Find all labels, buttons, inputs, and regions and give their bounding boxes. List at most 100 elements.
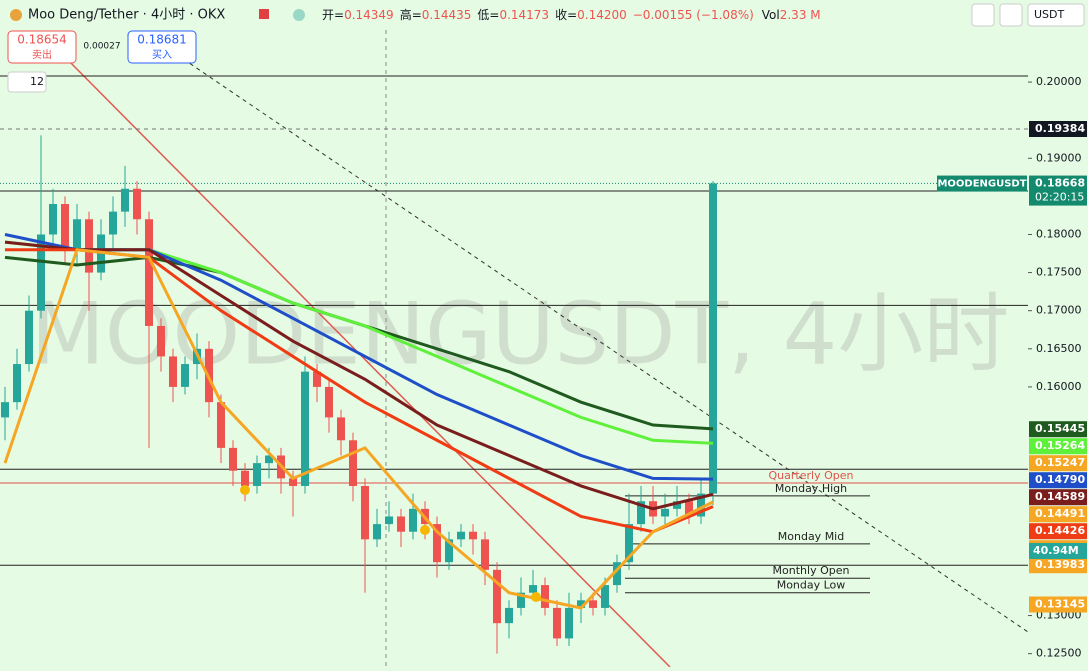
flag[interactable] bbox=[259, 9, 269, 19]
y-tick-label: 0.16000 bbox=[1036, 380, 1082, 393]
symbol-tag: MOODENGUSDT bbox=[937, 179, 1026, 190]
candle-body bbox=[217, 402, 225, 448]
candle-body bbox=[37, 234, 45, 311]
y-tick-label: 0.17500 bbox=[1036, 266, 1082, 279]
candle-body bbox=[61, 203, 69, 250]
label: 收= bbox=[555, 8, 577, 22]
level-label: Monday High bbox=[775, 482, 847, 495]
candle-body bbox=[433, 524, 441, 563]
candle-body bbox=[385, 516, 393, 525]
price-label: 0.14790 bbox=[1035, 473, 1085, 486]
candle-body bbox=[157, 325, 165, 357]
buy-button[interactable] bbox=[127, 30, 197, 64]
moving-average bbox=[3, 248, 714, 610]
candle-body bbox=[121, 188, 129, 212]
candle-body bbox=[673, 501, 681, 509]
price-label-box bbox=[1029, 438, 1087, 455]
price-label-box bbox=[1029, 489, 1087, 506]
currency-select[interactable] bbox=[1027, 3, 1085, 27]
candle-body bbox=[505, 607, 513, 624]
status bbox=[293, 9, 305, 21]
y-tick-label: 0.12500 bbox=[1036, 647, 1082, 660]
y-tick-label: 0.18000 bbox=[1036, 227, 1082, 240]
marker bbox=[420, 525, 430, 535]
candle-body bbox=[637, 501, 645, 525]
price-label-box bbox=[1029, 472, 1087, 489]
level-label: Monday Low bbox=[777, 579, 846, 592]
volume-label-box bbox=[1029, 543, 1087, 559]
currency: USDT bbox=[1034, 8, 1065, 21]
price-label-box bbox=[1029, 523, 1087, 540]
symbol-icon bbox=[10, 9, 22, 21]
candle-body bbox=[613, 562, 621, 586]
price-label: 0.13983 bbox=[1035, 558, 1085, 571]
candle-body bbox=[529, 585, 537, 593]
candle-body bbox=[553, 607, 561, 639]
value: 0.14173 bbox=[499, 8, 549, 22]
symbol: Moo Deng/Tether · 4小时 · OKX bbox=[28, 8, 225, 23]
sell-label: 卖出 bbox=[32, 48, 52, 61]
candle-body bbox=[517, 592, 525, 608]
candle-body bbox=[229, 447, 237, 471]
watermark: MOODENGUSDT, 4小时 bbox=[31, 284, 1010, 384]
candle-body bbox=[49, 203, 57, 235]
price-label: 0.19384 bbox=[1035, 122, 1085, 135]
candle-body bbox=[577, 600, 585, 608]
price-label: 0.14426 bbox=[1035, 524, 1085, 537]
candle-body bbox=[145, 219, 153, 326]
price-label: 0.13145 bbox=[1035, 598, 1085, 611]
candle-body bbox=[361, 485, 369, 540]
buy-price: 0.18681 bbox=[137, 33, 187, 47]
candle-body bbox=[253, 463, 261, 486]
price-label-box bbox=[1029, 421, 1087, 438]
price-label-box bbox=[1029, 506, 1087, 523]
price-label: 0.15247 bbox=[1035, 456, 1085, 469]
price-label: 0.15264 bbox=[1035, 439, 1085, 452]
price-label: 0.18668 bbox=[1035, 177, 1085, 190]
candle-body bbox=[397, 516, 405, 532]
candle-body bbox=[349, 440, 357, 486]
candle-body bbox=[1, 402, 9, 418]
sell-price: 0.18654 bbox=[17, 33, 67, 47]
y-tick-label: 0.17000 bbox=[1036, 304, 1082, 317]
candle-body bbox=[133, 188, 141, 220]
label: 开= bbox=[322, 8, 344, 22]
y-tick-label: 0.19000 bbox=[1036, 151, 1082, 164]
sell-button[interactable] bbox=[7, 30, 77, 64]
candle-body bbox=[337, 417, 345, 441]
candle-body bbox=[313, 371, 321, 387]
candle-body bbox=[625, 524, 633, 563]
candle-body bbox=[457, 531, 465, 540]
label: 低= bbox=[477, 8, 499, 22]
y-tick-label: 0.20000 bbox=[1036, 75, 1082, 88]
ohlc: 开=0.14349 高=0.14435 低=0.14173 收=0.14200 −0.0… bbox=[322, 7, 821, 22]
candle-body bbox=[265, 455, 273, 464]
indicator-count: 12 bbox=[30, 75, 44, 88]
candle-body bbox=[241, 470, 249, 486]
level-label: Monthly Open bbox=[773, 564, 850, 577]
scroll-button[interactable] bbox=[971, 3, 995, 27]
candle-body bbox=[409, 508, 417, 532]
candle-body bbox=[469, 531, 477, 540]
marker bbox=[240, 485, 250, 495]
moving-average bbox=[4, 240, 714, 511]
spread: 0.00027 bbox=[83, 42, 120, 52]
indicators-toggle[interactable] bbox=[7, 71, 47, 93]
y-tick-label: 0.16500 bbox=[1036, 342, 1082, 355]
candle-body bbox=[445, 539, 453, 563]
price-label-box bbox=[1029, 455, 1087, 472]
price-label: 0.14589 bbox=[1035, 490, 1085, 503]
candle-body bbox=[13, 364, 21, 403]
value: 2.33 M bbox=[780, 8, 821, 22]
level-label: Monday Mid bbox=[778, 530, 844, 543]
symbol-tag-box bbox=[937, 175, 1027, 192]
candle-body bbox=[601, 585, 609, 608]
candle-body bbox=[709, 183, 717, 494]
candle-body bbox=[181, 364, 189, 387]
candle-body bbox=[373, 524, 381, 540]
reset-button[interactable] bbox=[999, 3, 1023, 27]
price-label-box bbox=[1029, 175, 1087, 206]
candle-body bbox=[169, 356, 177, 387]
candle-body bbox=[301, 371, 309, 486]
volume-label: 40.94M bbox=[1033, 544, 1079, 557]
